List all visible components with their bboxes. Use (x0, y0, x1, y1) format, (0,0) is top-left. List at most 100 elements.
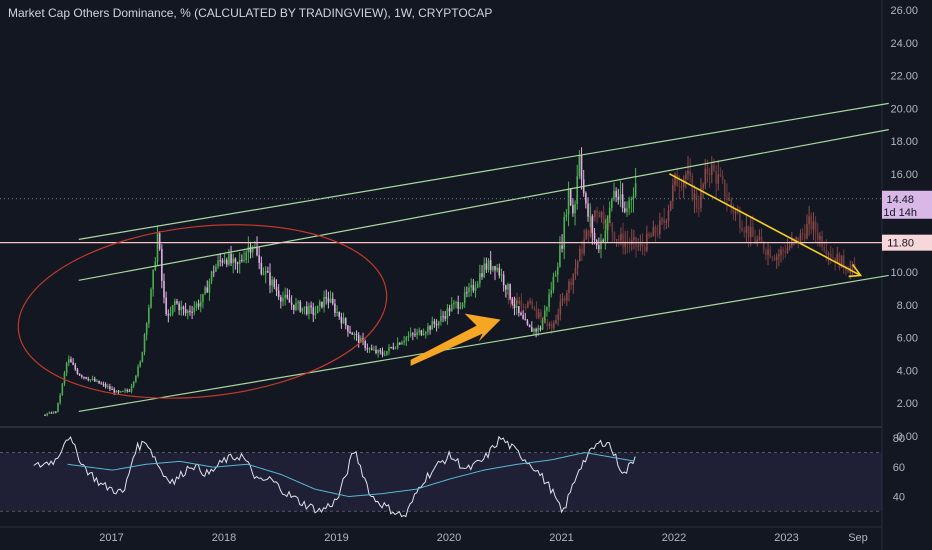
price-candle (386, 351, 388, 355)
price-candle (232, 258, 235, 264)
projection-candle (782, 249, 784, 252)
price-candle (59, 395, 61, 403)
price-candle (585, 193, 587, 204)
rsi-moving-average (67, 452, 635, 498)
price-candle (288, 297, 291, 303)
projection-candle (527, 302, 529, 308)
price-candle (502, 274, 505, 286)
price-candle (360, 338, 362, 343)
projection-candle (823, 247, 826, 251)
price-candle (600, 240, 602, 250)
price-candle (295, 303, 297, 310)
projection-candle (576, 261, 579, 268)
projection-candle (624, 241, 627, 247)
price-candle (606, 218, 609, 231)
price-candle (416, 332, 418, 336)
projection-candle (845, 267, 847, 271)
projection-candle (799, 233, 802, 244)
projection-candle (819, 236, 821, 240)
price-candle (353, 333, 356, 335)
price-candle (446, 308, 449, 319)
projection-candle (676, 173, 678, 187)
projection-candle (659, 220, 661, 235)
projection-candle (561, 298, 564, 302)
price-candle (106, 386, 109, 388)
last-price-badge (882, 190, 932, 219)
projection-candle (594, 210, 596, 217)
price-candle (399, 342, 401, 345)
price-candle (567, 189, 570, 215)
price-candle (67, 359, 70, 363)
price-candle (530, 327, 533, 332)
projection-candle (667, 210, 670, 221)
projection-candle (786, 248, 789, 253)
projection-candle (708, 173, 711, 176)
price-candle (119, 391, 122, 393)
price-candle (193, 307, 196, 313)
projection-candle (509, 300, 512, 303)
price-candle (182, 306, 185, 309)
price-candle (163, 280, 165, 298)
price-candle (379, 350, 382, 352)
price-candle (468, 287, 470, 293)
price-candle (145, 323, 148, 335)
price-candle (212, 271, 215, 273)
projection-candle (529, 301, 531, 303)
downtrend-line (668, 173, 862, 277)
projection-candle (566, 293, 568, 301)
price-candle (46, 413, 48, 416)
projection-candle (697, 208, 700, 210)
price-candle (260, 262, 263, 275)
price-candle (349, 331, 351, 333)
price-candle (228, 253, 230, 265)
price-candle (472, 284, 475, 291)
price-candle (377, 350, 379, 353)
price-candle (598, 245, 600, 250)
price-candle (292, 304, 295, 310)
price-candle (565, 214, 568, 217)
price-candle (528, 324, 531, 328)
projection-candle (574, 267, 577, 275)
price-candle (48, 412, 51, 414)
projection-candle (572, 274, 575, 285)
projection-candle (550, 323, 553, 329)
chart-title: Market Cap Others Dominance, % (CALCULAT… (8, 6, 493, 20)
price-candle (122, 390, 124, 392)
price-candle (176, 301, 178, 304)
price-candle (498, 267, 501, 276)
price-candle (448, 308, 451, 312)
price-candle (440, 316, 442, 322)
price-candle (143, 334, 146, 353)
price-candle (111, 389, 113, 391)
price-candle (611, 199, 613, 208)
price-candle (141, 352, 144, 362)
price-candle (543, 310, 546, 321)
y-tick-label: 16.00 (890, 169, 918, 181)
price-candle (526, 320, 529, 325)
projection-candle (762, 242, 765, 251)
price-candle (85, 377, 87, 379)
projection-candle (827, 253, 830, 255)
price-candle (455, 302, 457, 304)
projection-candle (596, 210, 598, 213)
projection-candle (524, 307, 527, 309)
y-tick-label: 26.00 (890, 5, 918, 17)
price-candle (459, 307, 462, 309)
projection-candle (650, 236, 653, 238)
price-candle (249, 246, 252, 253)
price-candle (550, 290, 553, 295)
price-candle (524, 318, 527, 321)
price-candle (617, 197, 620, 200)
projection-candle (691, 176, 694, 200)
price-candle (195, 303, 198, 308)
price-candle (634, 183, 637, 196)
price-candle (74, 364, 77, 370)
projection-candle (652, 226, 655, 237)
price-candle (483, 263, 485, 277)
projection-candle (559, 301, 562, 315)
projection-candle (726, 197, 728, 201)
projection-candle (678, 186, 681, 188)
price-candle (264, 270, 267, 275)
projection-candle (546, 323, 549, 327)
